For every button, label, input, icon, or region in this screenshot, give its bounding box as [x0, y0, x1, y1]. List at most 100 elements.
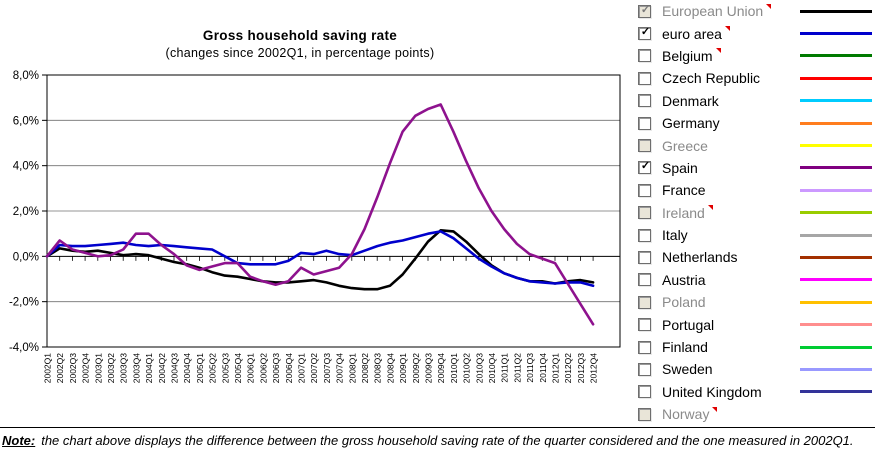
chart-subtitle: (changes since 2002Q1, in percentage poi… [165, 46, 435, 60]
legend-label-finland[interactable]: Finland [662, 339, 708, 356]
x-axis-label: 2003Q2 [106, 353, 116, 384]
legend-label-denmark[interactable]: Denmark [662, 92, 719, 109]
legend-label-czech-republic[interactable]: Czech Republic [662, 70, 761, 87]
legend-label-spain[interactable]: Spain [662, 159, 698, 176]
x-axis-label: 2008Q2 [360, 353, 370, 384]
x-axis-label: 2010Q4 [487, 353, 497, 384]
legend-label-belgium[interactable]: Belgium [662, 47, 713, 64]
x-axis-label: 2009Q2 [411, 353, 421, 384]
y-axis-label: 2,0% [13, 206, 39, 218]
legend-label-germany[interactable]: Germany [662, 115, 720, 132]
legend-checkbox-austria[interactable] [638, 273, 651, 287]
legend-row-spain: ✓ Spain [633, 157, 875, 179]
legend-checkbox-european-union[interactable]: ✓ [638, 3, 651, 18]
checkmark-icon: ✓ [640, 3, 651, 16]
legend-row-italy: Italy [633, 224, 875, 246]
x-axis-label: 2005Q4 [233, 353, 243, 384]
x-axis-label: 2011Q4 [538, 353, 548, 383]
legend-row-united-kingdom: United Kingdom [633, 381, 875, 403]
series-line-spain [45, 103, 595, 326]
y-axis-label: 4,0% [13, 161, 39, 173]
legend: ✓ European Union ✓ euro area Belgium Czech Re… [633, 0, 875, 427]
legend-row-greece: Greece [633, 134, 875, 156]
legend-label-austria[interactable]: Austria [662, 271, 706, 288]
x-axis-label: 2004Q1 [144, 353, 154, 384]
legend-swatch-belgium [800, 54, 872, 58]
legend-label-france[interactable]: France [662, 182, 706, 199]
x-axis-label: 2002Q4 [81, 353, 91, 384]
legend-row-ireland: Ireland [633, 202, 875, 224]
legend-label-poland[interactable]: Poland [662, 294, 706, 311]
legend-checkbox-denmark[interactable] [638, 94, 651, 108]
legend-swatch-portugal [800, 323, 872, 327]
legend-label-italy[interactable]: Italy [662, 227, 688, 244]
x-axis-label: 2005Q2 [208, 353, 218, 384]
legend-swatch-italy [800, 233, 872, 237]
legend-checkbox-belgium[interactable] [638, 49, 651, 63]
x-axis-label: 2002Q3 [68, 353, 78, 384]
x-axis-label: 2005Q1 [195, 353, 205, 384]
y-axis-label: -2,0% [9, 297, 39, 309]
x-axis-label: 2012Q2 [563, 353, 573, 384]
note-bar: Note: the chart above displays the differ… [0, 427, 875, 455]
legend-checkbox-germany[interactable] [638, 116, 651, 130]
checkmark-icon: ✓ [640, 160, 651, 173]
legend-swatch-finland [800, 345, 872, 349]
legend-row-norway: Norway [633, 403, 875, 425]
legend-checkbox-greece[interactable] [638, 139, 651, 153]
legend-swatch-austria [800, 278, 872, 282]
legend-label-netherlands[interactable]: Netherlands [662, 249, 738, 266]
legend-swatch-czech-republic [800, 76, 872, 80]
x-axis-label: 2007Q3 [322, 353, 332, 384]
note-label: Note: [2, 433, 36, 448]
legend-row-portugal: Portugal [633, 313, 875, 335]
plot-frame [46, 74, 621, 348]
x-axis-label: 2006Q4 [284, 353, 294, 384]
note-text: the chart above displays the difference … [41, 433, 854, 448]
legend-label-sweden[interactable]: Sweden [662, 361, 713, 378]
chart-plot: 8,0%6,0%4,0%2,0%0,0%-2,0%-4,0%2002Q1 2002… [9, 70, 621, 384]
x-axis-label: 2010Q3 [474, 353, 484, 384]
legend-row-euro-area: ✓ euro area [633, 22, 875, 44]
legend-label-norway[interactable]: Norway [662, 406, 710, 423]
legend-label-united-kingdom[interactable]: United Kingdom [662, 383, 762, 400]
legend-checkbox-euro-area[interactable]: ✓ [638, 26, 651, 41]
x-axis-label: 2012Q1 [551, 353, 561, 384]
checkmark-icon: ✓ [640, 26, 651, 39]
legend-checkbox-poland[interactable] [638, 295, 651, 309]
legend-checkbox-united-kingdom[interactable] [638, 385, 651, 399]
legend-label-greece[interactable]: Greece [662, 137, 708, 154]
legend-label-euro-area[interactable]: euro area [662, 25, 722, 42]
y-axis-label: 6,0% [13, 115, 39, 127]
x-axis-label: 2004Q3 [170, 353, 180, 384]
legend-label-european-union[interactable]: European Union [662, 3, 764, 20]
legend-checkbox-italy[interactable] [638, 228, 651, 242]
x-axis-label: 2005Q3 [220, 353, 230, 384]
legend-swatch-denmark [800, 99, 872, 103]
x-axis-label: 2004Q4 [182, 353, 192, 384]
legend-checkbox-czech-republic[interactable] [638, 71, 651, 85]
x-axis-label: 2006Q1 [246, 353, 256, 384]
x-axis-label: 2002Q1 [43, 353, 53, 384]
legend-swatch-european-union [800, 9, 872, 13]
legend-checkbox-ireland[interactable] [638, 206, 651, 220]
x-axis-label: 2008Q1 [347, 353, 357, 384]
x-axis-label: 2007Q4 [335, 353, 345, 384]
legend-checkbox-sweden[interactable] [638, 362, 651, 376]
legend-checkbox-france[interactable] [638, 183, 651, 197]
legend-checkbox-norway[interactable] [638, 407, 651, 421]
legend-label-portugal[interactable]: Portugal [662, 316, 715, 333]
legend-swatch-netherlands [800, 255, 872, 259]
legend-row-belgium: Belgium [633, 45, 875, 67]
legend-row-czech-republic: Czech Republic [633, 67, 875, 89]
legend-row-sweden: Sweden [633, 358, 875, 380]
legend-swatch-euro-area [800, 32, 872, 36]
legend-checkbox-netherlands[interactable] [638, 250, 651, 264]
legend-checkbox-finland[interactable] [638, 340, 651, 354]
y-axis-label: 0,0% [13, 251, 39, 263]
comment-marker-icon [707, 205, 713, 211]
x-axis-label: 2008Q4 [385, 353, 395, 384]
legend-label-ireland[interactable]: Ireland [662, 204, 705, 221]
legend-checkbox-portugal[interactable] [638, 318, 651, 332]
legend-checkbox-spain[interactable]: ✓ [638, 160, 651, 175]
